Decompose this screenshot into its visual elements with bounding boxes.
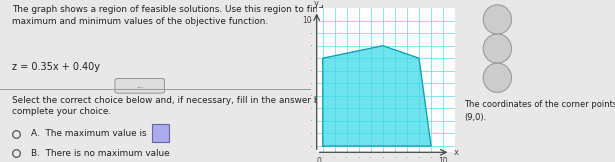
Text: A.  The maximum value is: A. The maximum value is xyxy=(31,129,147,138)
Text: ...: ... xyxy=(136,81,143,90)
Circle shape xyxy=(483,63,512,92)
Text: x: x xyxy=(454,148,459,157)
Text: Select the correct choice below and, if necessary, fill in the answer box to
com: Select the correct choice below and, if … xyxy=(12,96,343,116)
Text: The coordinates of the corner points are (0,0), (0,7), (5,8), (8,7), and
(9,0).: The coordinates of the corner points are… xyxy=(464,100,615,122)
Text: The graph shows a region of feasible solutions. Use this region to find
maximum : The graph shows a region of feasible sol… xyxy=(12,5,324,26)
Text: y: y xyxy=(314,0,319,8)
FancyBboxPatch shape xyxy=(115,79,165,93)
Circle shape xyxy=(483,5,512,34)
Polygon shape xyxy=(323,46,431,146)
Text: 10: 10 xyxy=(303,16,312,25)
Text: 10: 10 xyxy=(438,157,448,162)
Circle shape xyxy=(483,34,512,63)
Text: 0: 0 xyxy=(317,157,322,162)
Text: B.  There is no maximum value: B. There is no maximum value xyxy=(31,149,170,158)
FancyBboxPatch shape xyxy=(152,124,169,142)
Text: z = 0.35x + 0.40y: z = 0.35x + 0.40y xyxy=(12,62,100,72)
